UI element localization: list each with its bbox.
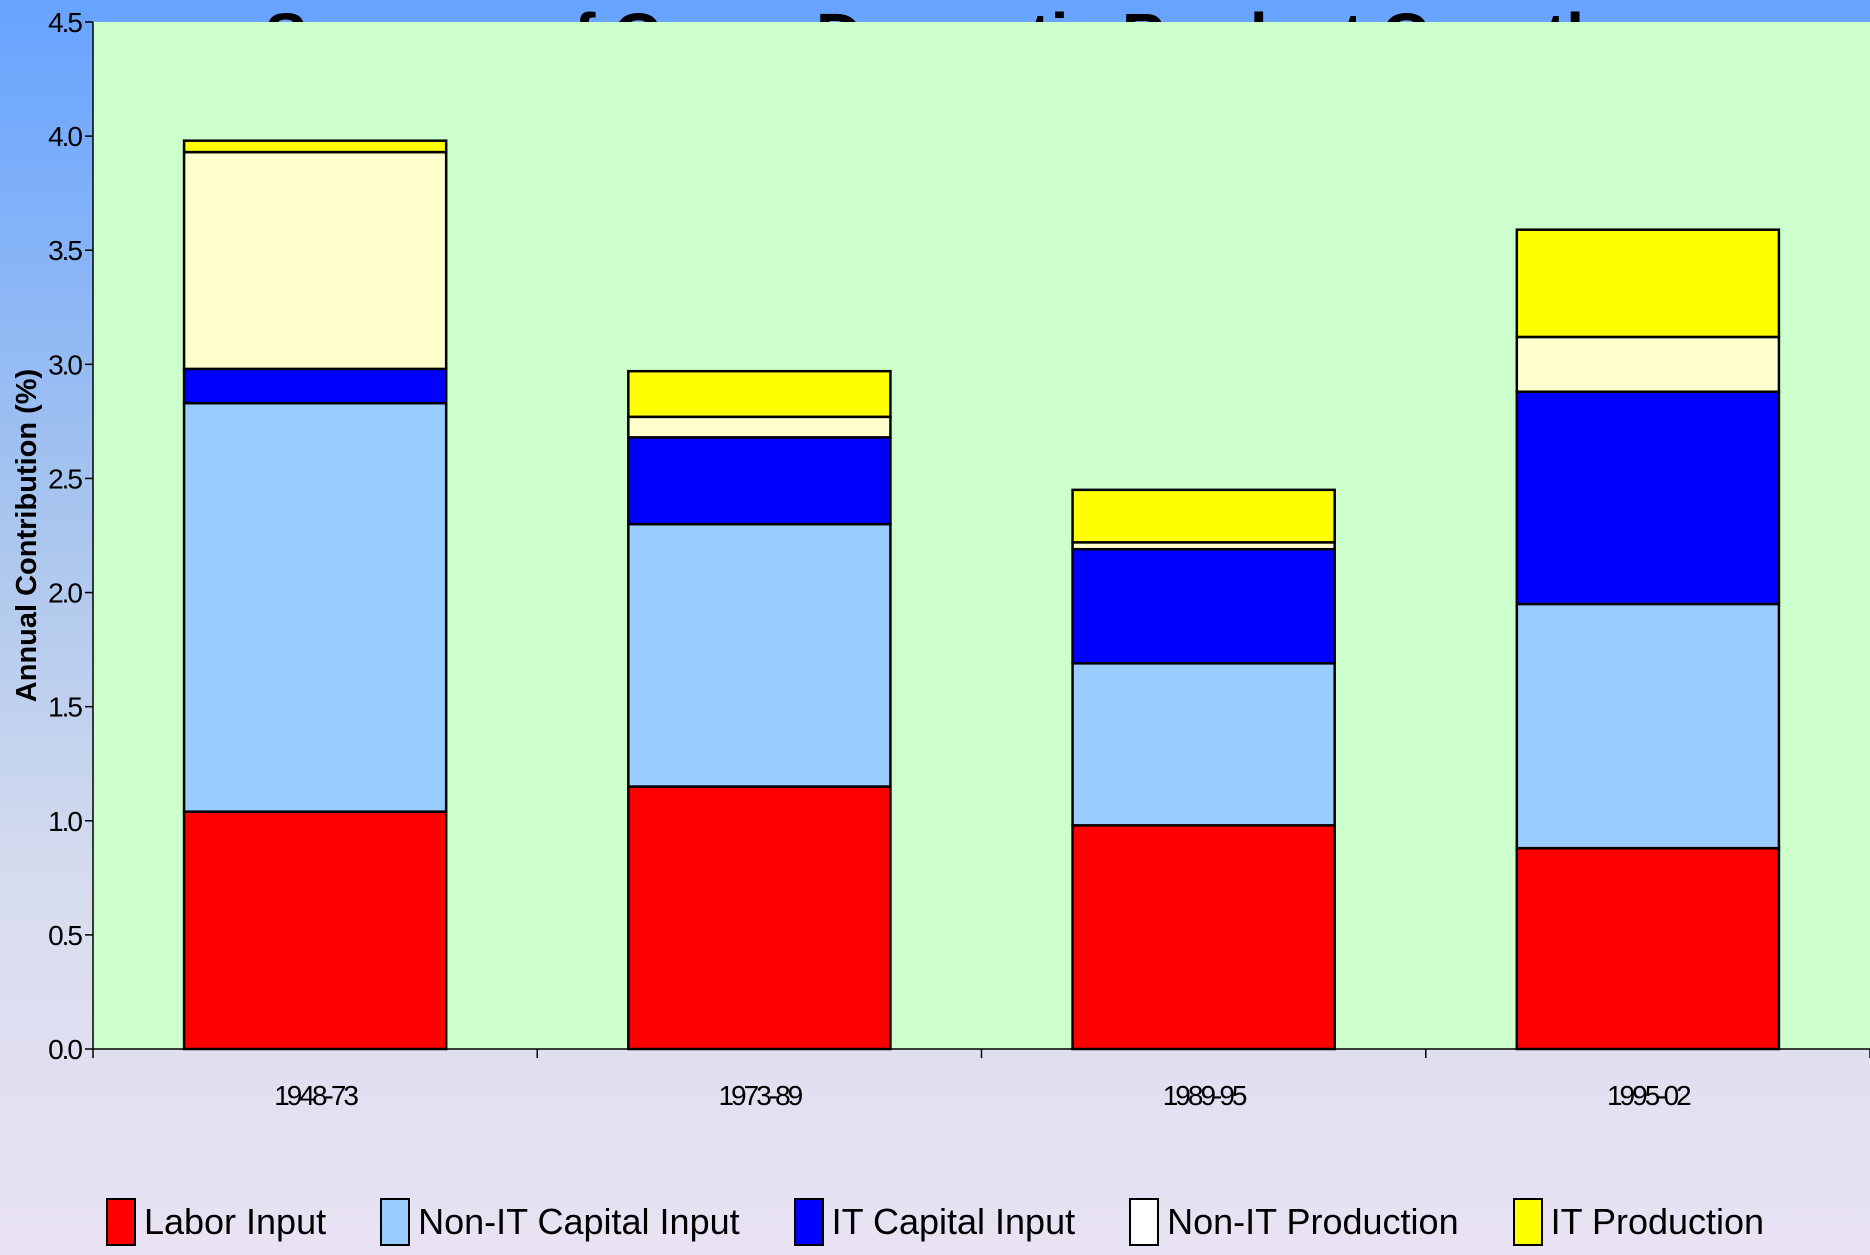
bar-segment-5-1: [182, 139, 448, 154]
y-axis-label: Annual Contribution (%): [11, 369, 43, 702]
bar-segment-4-4: [1515, 335, 1781, 393]
axes: 0.0 0.5 1.0 1.5 2.0 2.5 3.0 3.5 4.0 4.5 1948-73 197…: [48, 7, 1870, 1111]
legend-label-2: Non-IT Capital Input: [418, 1201, 740, 1242]
legend-label-1: Labor Input: [143, 1201, 327, 1242]
y-tick-label-2: 0.5: [48, 920, 82, 951]
bar-segment-1-2: [627, 785, 892, 1051]
bar-segment-2-2: [627, 522, 892, 788]
bar-segment-1-4: [1515, 846, 1781, 1051]
bar-segment-4-1: [182, 150, 448, 371]
legend-swatch-5: [1512, 1198, 1543, 1246]
bar-segment-4-2: [627, 415, 892, 439]
bar-segment-3-4: [1515, 390, 1781, 606]
bars: [182, 139, 1781, 1051]
x-tick-label-4: 1995-02: [1607, 1080, 1691, 1111]
chart: Sources of Gross Domestic Product Growth…: [11, 0, 1870, 1111]
bar-segment-2-4: [1515, 602, 1781, 850]
bar-segment-2-1: [182, 401, 448, 813]
legend-item-3: IT Capital Input: [793, 1198, 1076, 1246]
y-tick-label-4: 1.5: [48, 692, 82, 723]
legend-swatch-4: [1129, 1198, 1160, 1246]
bar-segment-1-1: [182, 810, 448, 1051]
legend-item-4: Non-IT Production: [1129, 1198, 1459, 1246]
bar-segment-1-3: [1071, 824, 1336, 1051]
y-tick-label-8: 3.5: [48, 235, 82, 266]
legend-item-5: IT Production: [1512, 1198, 1765, 1246]
legend-item-2: Non-IT Capital Input: [380, 1198, 740, 1246]
y-tick-label-3: 1.0: [48, 806, 82, 837]
legend: Labor Input Non-IT Capital Input IT Capita…: [0, 1190, 1870, 1254]
legend-swatch-3: [793, 1198, 824, 1246]
y-tick-label-6: 2.5: [48, 463, 82, 494]
bar-segment-5-3: [1071, 488, 1336, 544]
legend-label-5: IT Production: [1550, 1201, 1765, 1242]
legend-label-4: Non-IT Production: [1167, 1201, 1459, 1242]
y-tick-label-10: 4.5: [48, 7, 82, 38]
bar-segment-5-2: [627, 369, 892, 419]
bar-segment-3-2: [627, 436, 892, 526]
legend-swatch-1: [105, 1198, 136, 1246]
x-tick-label-2: 1973-89: [718, 1080, 802, 1111]
legend-item-1: Labor Input: [105, 1198, 327, 1246]
x-tick-label-3: 1989-95: [1163, 1080, 1247, 1111]
legend-label-3: IT Capital Input: [831, 1201, 1076, 1242]
y-tick-label-9: 4.0: [48, 121, 82, 152]
bar-segment-5-4: [1515, 228, 1781, 339]
y-tick-label-5: 2.0: [48, 578, 82, 609]
legend-swatch-2: [380, 1198, 411, 1246]
bar-segment-3-3: [1071, 547, 1336, 665]
y-tick-label-7: 3.0: [48, 349, 82, 380]
bar-segment-3-1: [182, 367, 448, 405]
y-tick-label-1: 0.0: [48, 1034, 82, 1065]
x-tick-label-1: 1948-73: [274, 1080, 358, 1111]
bar-segment-2-3: [1071, 662, 1336, 827]
